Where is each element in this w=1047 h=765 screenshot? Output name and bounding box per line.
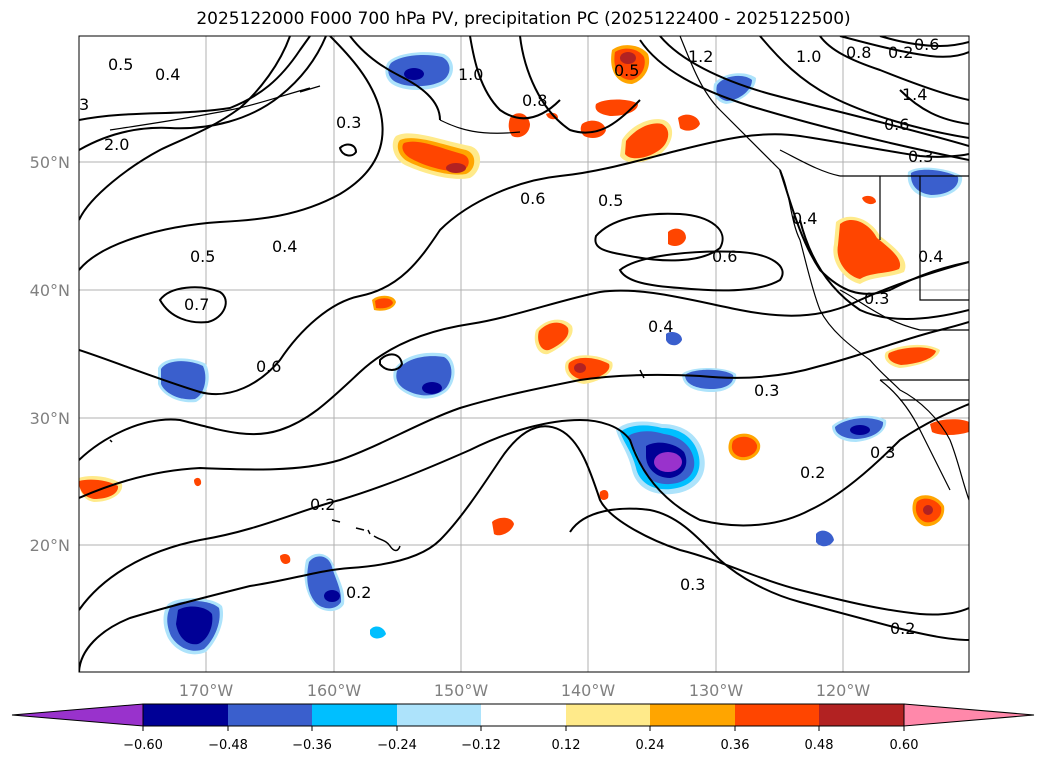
contour-label: 0.7 — [184, 295, 209, 314]
contour-label: 0.5 — [190, 247, 215, 266]
colorbar-swatch — [566, 704, 650, 726]
contour-label: 0.4 — [792, 209, 817, 228]
positive-patch — [884, 344, 940, 368]
positive-patch — [372, 295, 396, 311]
positive-patch — [620, 119, 673, 163]
negative-patch — [370, 332, 834, 639]
positive-patch — [534, 319, 573, 355]
colorbar-swatch — [481, 704, 566, 726]
colorbar-tick-label: −0.12 — [461, 738, 501, 753]
contour-label: 0.2 — [800, 463, 825, 482]
contour-label: 1.0 — [796, 47, 821, 66]
negative-patch — [832, 415, 887, 442]
lat-label: 50°N — [30, 153, 70, 172]
contour-label: 0.3 — [336, 113, 361, 132]
pv-contours — [79, 36, 969, 672]
contour-label: 0.8 — [846, 43, 871, 62]
colorbar-extend-low — [11, 703, 144, 727]
colorbar-swatch — [312, 704, 397, 726]
colorbar: −0.60 −0.48 −0.36 −0.24 −0.12 0.12 0.24 … — [11, 703, 1035, 753]
map-plot-area: 0.5 0.4 3 2.0 0.3 1.0 0.8 1.2 0.5 1.0 0.… — [79, 35, 969, 672]
colorbar-swatch — [819, 704, 904, 726]
positive-patch — [580, 120, 606, 138]
positive-patch — [728, 433, 761, 461]
negative-patch — [393, 352, 455, 399]
contour-label: 1.4 — [902, 85, 927, 104]
contour-labels: 0.5 0.4 3 2.0 0.3 1.0 0.8 1.2 0.5 1.0 0.… — [79, 35, 943, 638]
contour-label: 0.3 — [908, 147, 933, 166]
colorbar-extend-high — [903, 703, 1035, 727]
negative-patch — [163, 598, 224, 655]
contour-label: 0.2 — [890, 619, 915, 638]
contour-label: 0.3 — [754, 381, 779, 400]
positive-patch — [492, 517, 514, 536]
lat-label: 30°N — [30, 409, 70, 428]
colorbar-tick-label: 0.12 — [552, 738, 581, 753]
negative-patch — [304, 553, 345, 612]
positive-patch — [611, 45, 650, 84]
contour-label: 0.4 — [155, 65, 180, 84]
colorbar-tick-label: −0.48 — [208, 738, 248, 753]
contour-label: 2.0 — [104, 135, 129, 154]
positive-patch — [912, 495, 945, 527]
lon-label: 130°W — [689, 681, 744, 700]
colorbar-tick-label: −0.24 — [377, 738, 417, 753]
contour-label: 0.3 — [680, 575, 705, 594]
positive-patch — [194, 112, 876, 564]
contour-label: 0.6 — [712, 247, 737, 266]
positive-patch — [833, 216, 906, 284]
contour-label: 0.2 — [888, 43, 913, 62]
map-title: 2025122000 F000 700 hPa PV, precipitatio… — [196, 9, 851, 29]
negative-patch — [385, 52, 453, 90]
contour-label: 0.5 — [598, 191, 623, 210]
contour-label: 0.3 — [870, 443, 895, 462]
lon-labels: 170°W 160°W 150°W 140°W 130°W 120°W — [179, 681, 871, 700]
lon-label: 120°W — [816, 681, 871, 700]
colorbar-tick-label: −0.36 — [292, 738, 332, 753]
islands — [109, 369, 645, 552]
colorbar-swatch — [397, 704, 481, 726]
colorbar-swatch — [143, 704, 228, 726]
lon-label: 150°W — [434, 681, 489, 700]
contour-label: 0.6 — [520, 189, 545, 208]
colorbar-swatch — [735, 704, 819, 726]
map-frame — [78, 35, 970, 673]
lon-label: 140°W — [561, 681, 616, 700]
lat-label: 20°N — [30, 536, 70, 555]
positive-patch — [392, 133, 481, 179]
contour-label: 0.5 — [108, 55, 133, 74]
contour-label: 0.2 — [346, 583, 371, 602]
lat-labels: 50°N 40°N 30°N 20°N — [30, 153, 70, 555]
contour-label: 0.6 — [256, 357, 281, 376]
contour-label: 3 — [79, 95, 89, 114]
positive-patch — [668, 228, 686, 246]
contour-label: 1.2 — [688, 47, 713, 66]
contour-label: 0.4 — [648, 317, 673, 336]
colorbar-swatch — [650, 704, 735, 726]
contour-label: 0.6 — [884, 115, 909, 134]
positive-patch — [930, 419, 969, 435]
colorbar-tick-label: 0.48 — [805, 738, 834, 753]
negative-patch — [682, 368, 737, 392]
contour-label: 0.8 — [522, 91, 547, 110]
coastlines — [109, 36, 969, 501]
contour-label: 0.6 — [914, 35, 939, 54]
contour-label: 0.4 — [272, 237, 297, 256]
lon-label: 160°W — [307, 681, 362, 700]
contour-label: 0.4 — [918, 247, 943, 266]
colorbar-tick-label: 0.60 — [890, 738, 919, 753]
contour-label: 0.3 — [864, 289, 889, 308]
lon-label: 170°W — [179, 681, 234, 700]
colorbar-swatch — [228, 704, 312, 726]
contour-label: 1.0 — [458, 65, 483, 84]
colorbar-tick-label: 0.36 — [721, 738, 750, 753]
colorbar-tick-label: −0.60 — [123, 738, 163, 753]
contour-label: 0.5 — [614, 61, 639, 80]
contour-label: 0.2 — [310, 495, 335, 514]
colorbar-frame — [142, 703, 905, 727]
colorbar-tick-label: 0.24 — [636, 738, 665, 753]
lat-label: 40°N — [30, 281, 70, 300]
